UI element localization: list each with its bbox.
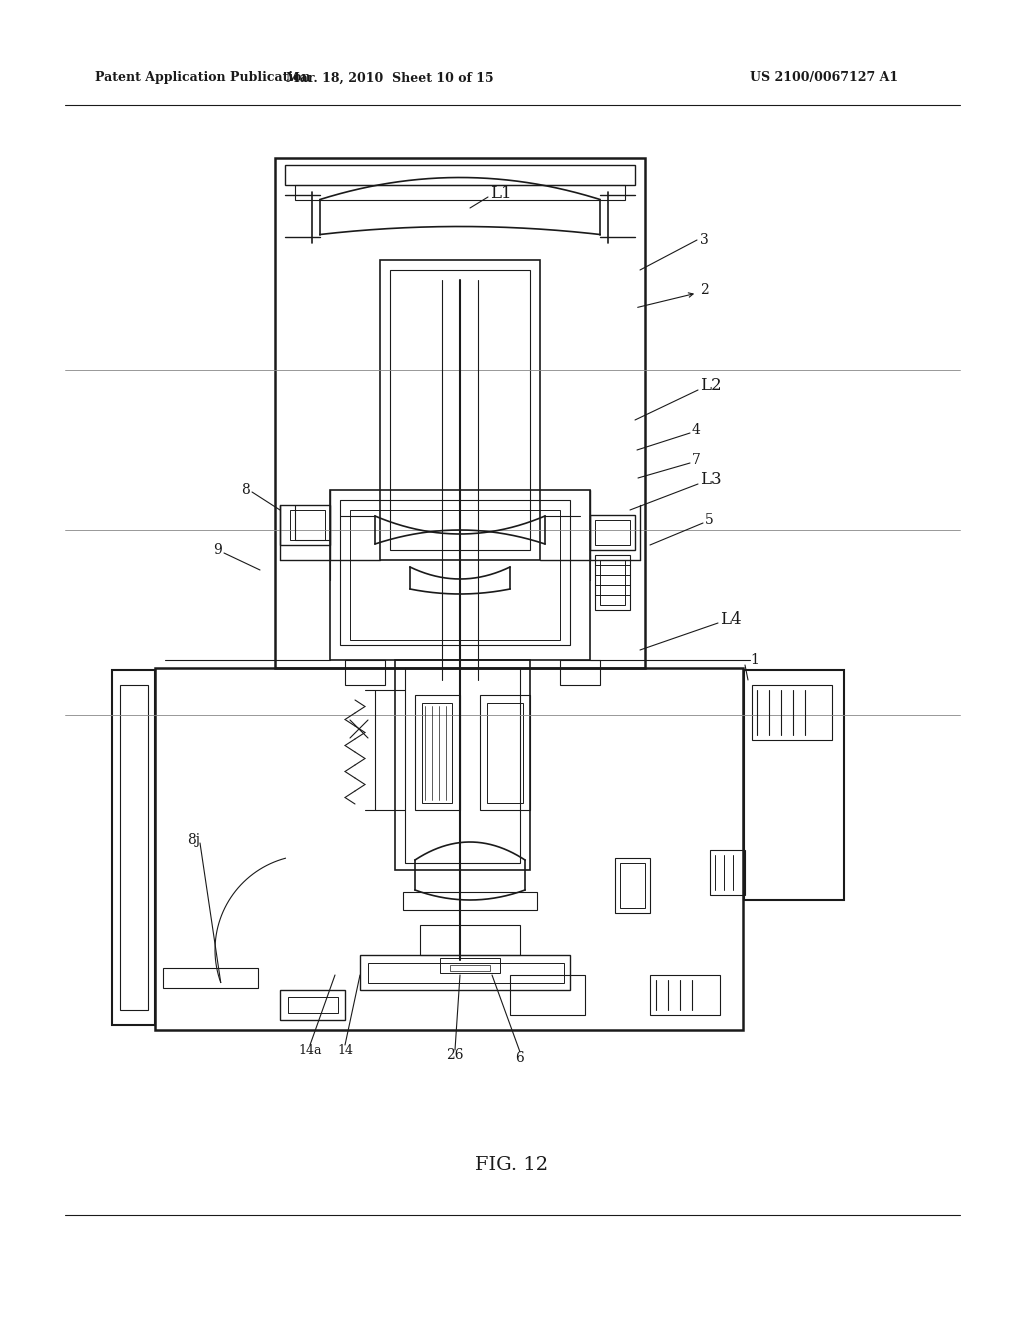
Bar [560,660,600,685]
Text: FIG. 12: FIG. 12 [475,1156,549,1173]
Bar [752,685,831,741]
Bar [163,968,258,987]
Bar [120,685,148,1010]
Text: 6: 6 [516,1051,524,1065]
Bar [285,165,635,185]
Text: 26: 26 [446,1048,464,1063]
Bar [380,260,540,560]
Bar [395,660,530,870]
Bar [710,850,745,895]
Bar [390,271,530,550]
Bar [350,510,560,640]
Text: 8j: 8j [187,833,200,847]
Bar [650,975,720,1015]
Bar [368,964,564,983]
Text: Mar. 18, 2010  Sheet 10 of 15: Mar. 18, 2010 Sheet 10 of 15 [286,71,494,84]
Bar [595,554,630,610]
Text: 2: 2 [700,282,709,297]
Text: 9: 9 [213,543,222,557]
Bar [620,863,645,908]
Bar [415,696,460,810]
Bar [275,158,645,668]
Bar [406,668,520,863]
Text: 14: 14 [337,1044,353,1056]
Bar [280,990,345,1020]
Bar [422,704,452,803]
Bar [340,500,570,645]
Bar [288,997,338,1012]
Text: 5: 5 [705,513,714,527]
Bar [280,506,330,545]
Bar [615,858,650,913]
Bar [590,515,635,550]
Bar [295,185,625,201]
Bar [360,954,570,990]
Bar [155,668,743,1030]
Bar [420,925,520,954]
Text: L1: L1 [490,185,512,202]
Text: 1: 1 [750,653,759,667]
Bar [403,892,537,909]
Bar [330,490,590,660]
Text: L4: L4 [720,611,741,628]
Bar [290,510,325,540]
Text: Patent Application Publication: Patent Application Publication [95,71,310,84]
Text: 7: 7 [692,453,700,467]
Bar [440,958,500,973]
Text: L2: L2 [700,376,722,393]
Bar [487,704,523,803]
Text: L3: L3 [700,471,722,488]
Bar [595,520,630,545]
Bar [112,671,155,1026]
Bar [510,975,585,1015]
Bar [744,671,844,900]
Text: 14a: 14a [298,1044,322,1056]
Bar [480,696,530,810]
Text: 8: 8 [242,483,250,498]
Text: 4: 4 [692,422,700,437]
Bar [600,560,625,605]
Text: US 2100/0067127 A1: US 2100/0067127 A1 [750,71,898,84]
Text: 3: 3 [700,234,709,247]
Bar [345,660,385,685]
Bar [450,965,490,972]
